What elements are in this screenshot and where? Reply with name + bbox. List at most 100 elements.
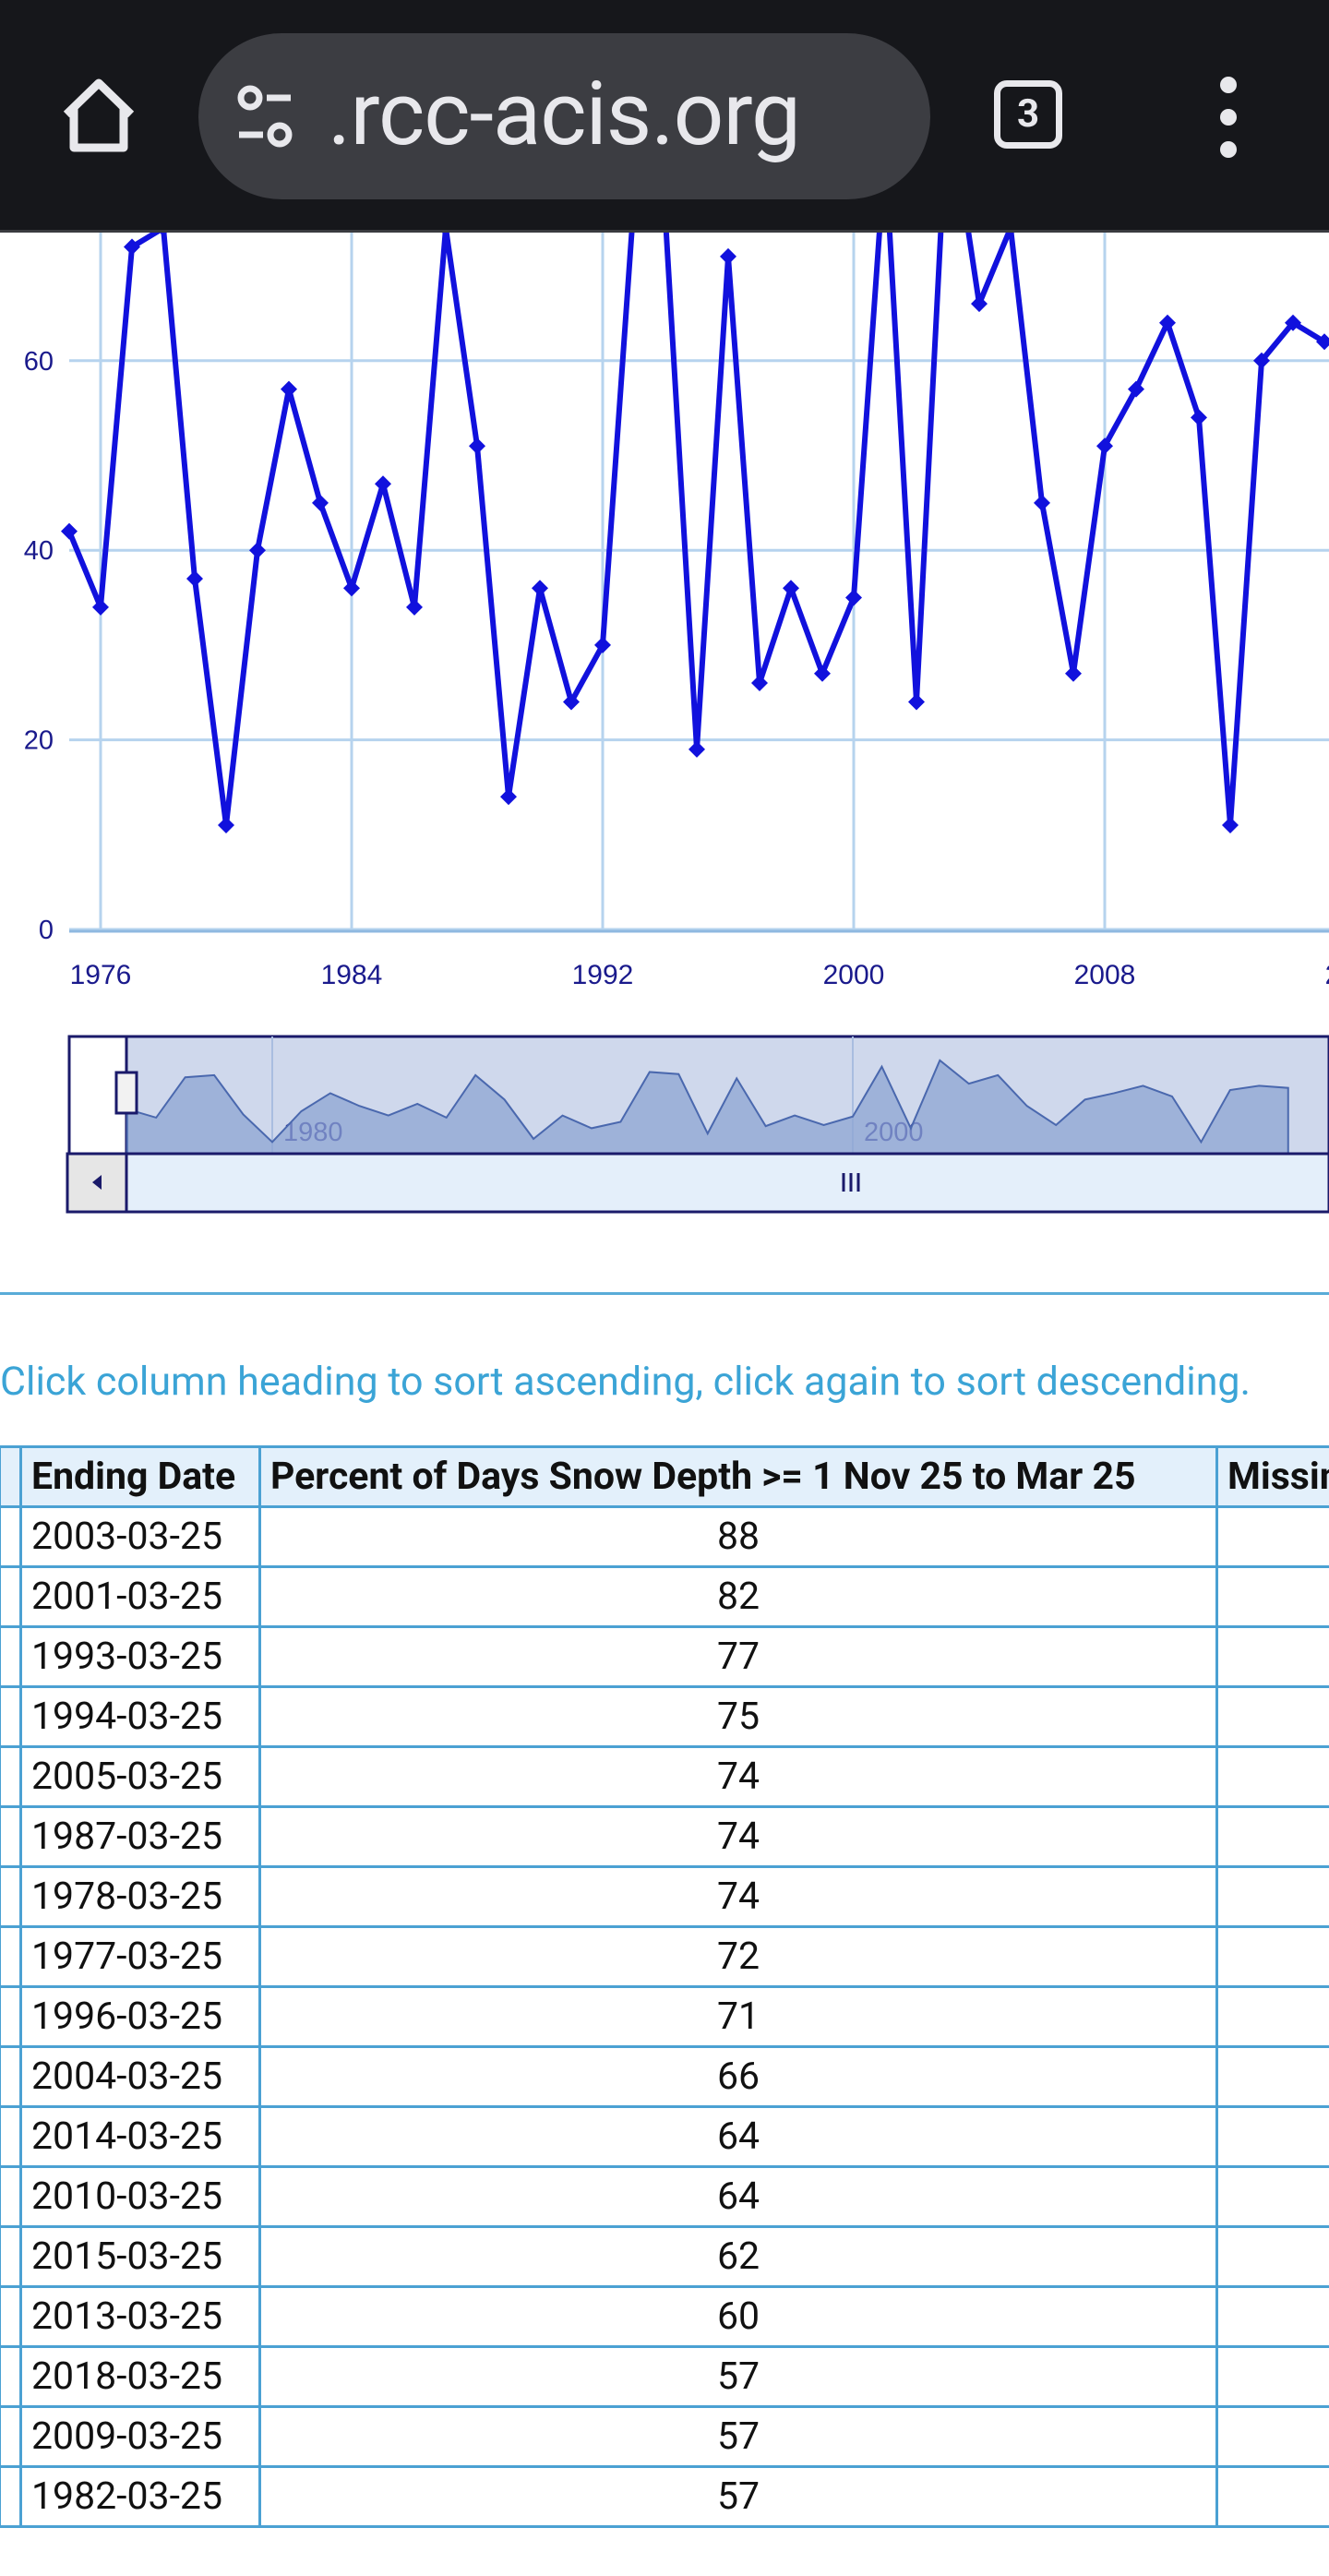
table-row: 1993-03-25 77 [0, 1625, 1329, 1688]
table-cell [0, 1925, 22, 1988]
data-point [1159, 314, 1176, 331]
table-row: 1977-03-25 72 [0, 1925, 1329, 1988]
table-cell [1215, 1505, 1329, 1568]
table-row: 2001-03-25 82 [0, 1565, 1329, 1628]
table-cell: 75 [258, 1685, 1218, 1748]
table-cell [1215, 1925, 1329, 1988]
home-icon[interactable] [63, 78, 135, 152]
table-row: 2009-03-25 57 [0, 2405, 1329, 2468]
column-header[interactable]: Missing [1215, 1445, 1329, 1508]
data-point [186, 570, 203, 588]
site-info-icon[interactable] [226, 33, 337, 199]
scrollbar-grip [842, 1173, 860, 1192]
table-cell [1215, 1985, 1329, 2048]
table-row: 2013-03-25 60 [0, 2285, 1329, 2348]
column-header[interactable]: Percent of Days Snow Depth >= 1 Nov 25 t… [258, 1445, 1218, 1508]
table-cell: 1996-03-25 [19, 1985, 261, 2048]
menu-icon[interactable] [1220, 77, 1237, 158]
table-cell [1215, 2465, 1329, 2528]
table-cell [1215, 2405, 1329, 2468]
data-point [1285, 314, 1301, 331]
tab-switcher[interactable]: 3 [994, 80, 1062, 149]
table-cell: 2014-03-25 [19, 2105, 261, 2168]
table-cell [0, 2165, 22, 2228]
table-row: 1996-03-25 71 [0, 1985, 1329, 2048]
y-tick-label: 60 [24, 347, 54, 377]
y-tick-label: 0 [39, 916, 54, 945]
table-cell [1215, 2165, 1329, 2228]
data-point [1222, 817, 1239, 834]
table-cell: 2018-03-25 [19, 2345, 261, 2408]
table-row: 2014-03-25 64 [0, 2105, 1329, 2168]
table-cell [0, 1505, 22, 1568]
table-cell: 1987-03-25 [19, 1805, 261, 1868]
data-point [688, 740, 705, 758]
table-row: 1994-03-25 75 [0, 1685, 1329, 1748]
navigator-handle[interactable] [114, 1071, 138, 1115]
table-cell: 62 [258, 2225, 1218, 2288]
data-point [814, 665, 831, 682]
x-tick-label: 1992 [572, 960, 634, 990]
table-row: 2003-03-25 88 [0, 1505, 1329, 1568]
table-row: 2004-03-25 66 [0, 2045, 1329, 2108]
table-cell: 88 [258, 1505, 1218, 1568]
navigator-area [126, 1059, 1289, 1155]
address-bar[interactable]: .rcc-acis.org [198, 33, 930, 199]
table-cell: 2003-03-25 [19, 1505, 261, 1568]
data-point [281, 380, 297, 398]
table-cell [1215, 1745, 1329, 1808]
table-cell [1215, 2105, 1329, 2168]
table-cell [0, 2285, 22, 2348]
data-point [1096, 437, 1113, 455]
table-cell [0, 1685, 22, 1748]
browser-toolbar: .rcc-acis.org 3 [0, 0, 1329, 233]
y-tick-label: 20 [24, 726, 54, 756]
data-point [845, 589, 862, 606]
table-cell: 74 [258, 1865, 1218, 1928]
x-tick-label: 1976 [70, 960, 132, 990]
data-point [971, 295, 988, 313]
table-cell [0, 1805, 22, 1868]
table-row: 2018-03-25 57 [0, 2345, 1329, 2408]
table-cell: 2009-03-25 [19, 2405, 261, 2468]
table-cell: 64 [258, 2105, 1218, 2168]
table-cell: 1977-03-25 [19, 1925, 261, 1988]
table-cell [0, 2045, 22, 2108]
table-row: 1982-03-25 57 [0, 2465, 1329, 2528]
table-cell [1215, 1625, 1329, 1688]
table-cell: 57 [258, 2465, 1218, 2528]
url-text: .rcc-acis.org [328, 63, 801, 166]
table-cell [1215, 1805, 1329, 1868]
column-header[interactable]: Ending Date [19, 1445, 261, 1508]
data-point [218, 817, 234, 834]
data-point [1128, 380, 1144, 398]
table-cell: 82 [258, 1565, 1218, 1628]
data-point [908, 693, 925, 711]
scrollbar-arrow [92, 1175, 102, 1190]
table-cell: 71 [258, 1985, 1218, 2048]
table-cell [0, 1565, 22, 1628]
table-cell: 66 [258, 2045, 1218, 2108]
table-cell [1215, 2345, 1329, 2408]
divider [0, 1292, 1329, 1295]
table-cell: 2004-03-25 [19, 2045, 261, 2108]
table-cell [0, 1625, 22, 1688]
sort-hint: Click column heading to sort ascending, … [0, 1359, 1251, 1405]
table-cell: 1982-03-25 [19, 2465, 261, 2528]
data-point [1191, 409, 1207, 426]
table-cell: 2010-03-25 [19, 2165, 261, 2228]
table-cell: 64 [258, 2165, 1218, 2228]
data-point [469, 437, 485, 455]
table-cell [0, 2225, 22, 2288]
scrollbar-track [125, 1152, 1329, 1214]
table-cell: 72 [258, 1925, 1218, 1988]
table-cell [1215, 2285, 1329, 2348]
y-tick-label: 40 [24, 536, 54, 566]
scrollbar-left-button[interactable] [66, 1152, 128, 1214]
table-cell [1215, 1685, 1329, 1748]
table-cell: 1994-03-25 [19, 1685, 261, 1748]
table-cell [1215, 2045, 1329, 2108]
column-header[interactable] [0, 1445, 22, 1508]
table-row: 2015-03-25 62 [0, 2225, 1329, 2288]
data-point [406, 598, 423, 616]
